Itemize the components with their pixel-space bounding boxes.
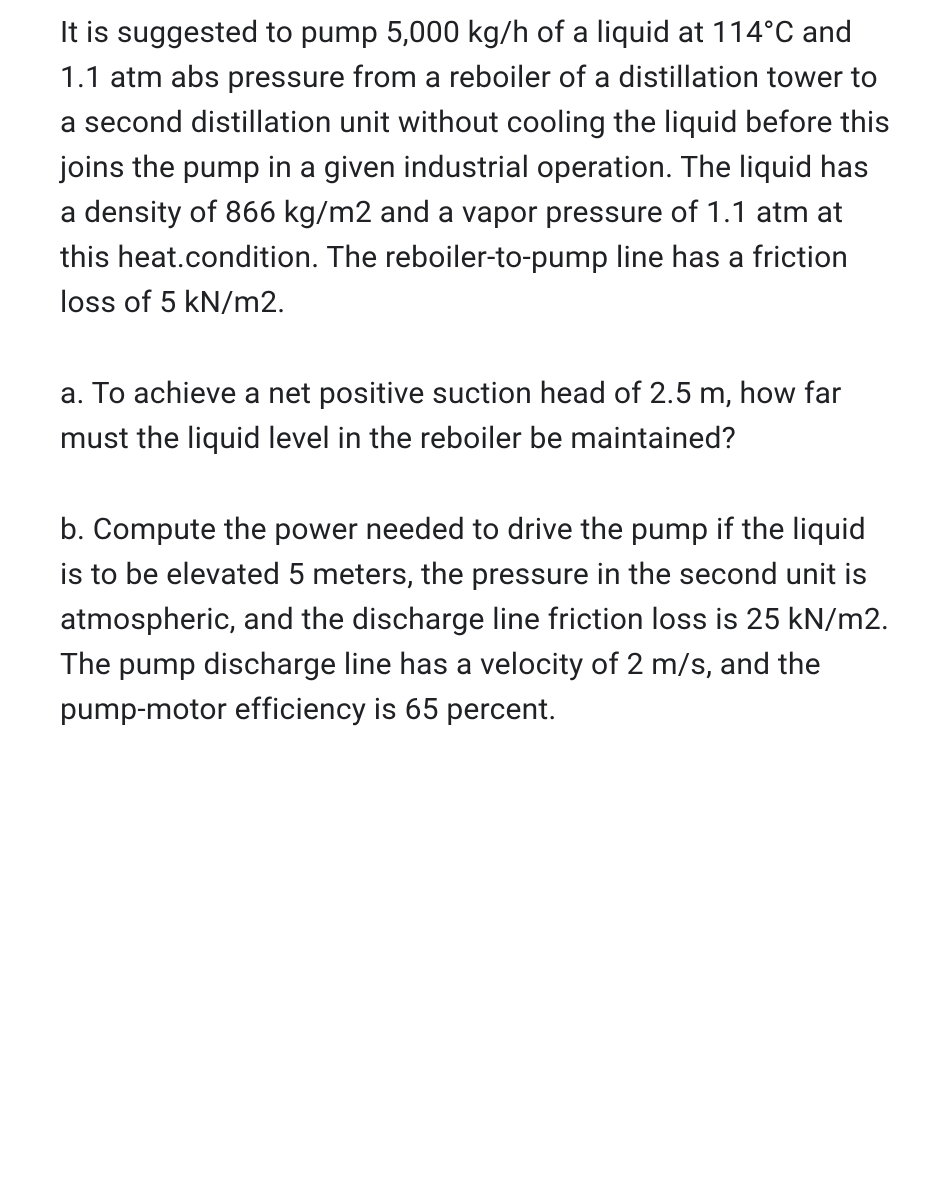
question-a-paragraph: a. To achieve a net positive suction hea… xyxy=(60,371,893,461)
problem-text-container: It is suggested to pump 5,000 kg/h of a … xyxy=(60,10,893,732)
question-b-paragraph: b. Compute the power needed to drive the… xyxy=(60,507,893,732)
problem-statement-paragraph: It is suggested to pump 5,000 kg/h of a … xyxy=(60,10,893,325)
